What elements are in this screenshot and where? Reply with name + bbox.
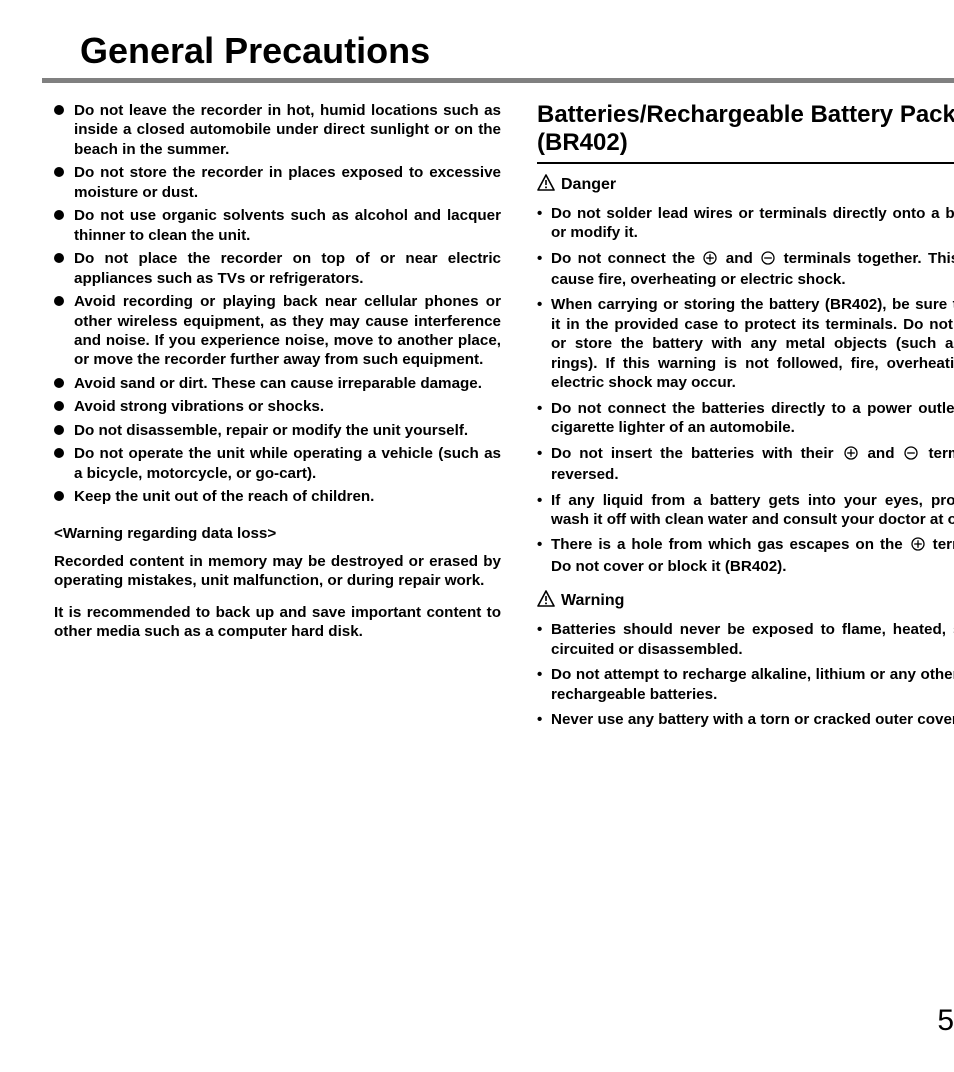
right-column: Batteries/Rechargeable Battery Pack (BR4… [537, 101, 954, 736]
page-title: General Precautions [42, 30, 954, 72]
danger-item: Do not connect the and terminals togethe… [537, 249, 954, 290]
left-column: Do not leave the recorder in hot, humid … [42, 101, 501, 736]
danger-item: Do not insert the batteries with their a… [537, 444, 954, 485]
precaution-item: Keep the unit out of the reach of childr… [54, 487, 501, 506]
danger-item: Do not solder lead wires or terminals di… [537, 204, 954, 243]
backup-paragraph: It is recommended to back up and save im… [42, 603, 501, 642]
title-block: General Precautions [42, 30, 954, 72]
warning-item: Do not attempt to recharge alkaline, lit… [537, 665, 954, 704]
text-fragment: Do not insert the batteries with their [551, 445, 842, 462]
danger-item: If any liquid from a battery gets into y… [537, 491, 954, 530]
data-loss-heading: <Warning regarding data loss> [42, 525, 501, 542]
danger-list: Do not solder lead wires or terminals di… [537, 204, 954, 577]
precaution-item: Do not store the recorder in places expo… [54, 163, 501, 202]
plus-terminal-icon [703, 251, 717, 270]
precaution-item: Do not use organic solvents such as alco… [54, 206, 501, 245]
precaution-item: Avoid recording or playing back near cel… [54, 292, 501, 370]
warning-label: Warning [561, 592, 624, 610]
danger-item: When carrying or storing the battery (BR… [537, 295, 954, 392]
danger-label: Danger [561, 176, 616, 194]
danger-item: There is a hole from which gas escapes o… [537, 535, 954, 576]
text-fragment: There is a hole from which gas escapes o… [551, 536, 909, 553]
precaution-item: Avoid sand or dirt. These can cause irre… [54, 374, 501, 393]
precaution-item: Do not operate the unit while operating … [54, 444, 501, 483]
alert-triangle-icon [537, 590, 555, 612]
precaution-item: Do not leave the recorder in hot, humid … [54, 101, 501, 159]
text-fragment: Do not connect the [551, 250, 701, 267]
warning-item: Never use any battery with a torn or cra… [537, 710, 954, 729]
warning-heading: Warning [537, 590, 954, 612]
section-rule [537, 162, 954, 164]
minus-terminal-icon [761, 251, 775, 270]
precaution-item: Do not place the recorder on top of or n… [54, 249, 501, 288]
text-fragment: and [860, 445, 903, 462]
content-columns: Do not leave the recorder in hot, humid … [42, 101, 954, 736]
danger-item: Do not connect the batteries directly to… [537, 399, 954, 438]
danger-heading: Danger [537, 174, 954, 196]
precaution-item: Avoid strong vibrations or shocks. [54, 397, 501, 416]
title-rule [42, 78, 954, 83]
warning-item: Batteries should never be exposed to fla… [537, 620, 954, 659]
minus-terminal-icon [904, 446, 918, 465]
warning-list: Batteries should never be exposed to fla… [537, 620, 954, 729]
page-number: 5 [937, 1004, 954, 1038]
plus-terminal-icon [911, 537, 925, 556]
battery-section-title: Batteries/Rechargeable Battery Pack (BR4… [537, 101, 954, 158]
alert-triangle-icon [537, 174, 555, 196]
data-loss-paragraph: Recorded content in memory may be destro… [42, 552, 501, 591]
text-fragment: and [719, 250, 759, 267]
precaution-item: Do not disassemble, repair or modify the… [54, 421, 501, 440]
precautions-list: Do not leave the recorder in hot, humid … [42, 101, 501, 507]
plus-terminal-icon [844, 446, 858, 465]
